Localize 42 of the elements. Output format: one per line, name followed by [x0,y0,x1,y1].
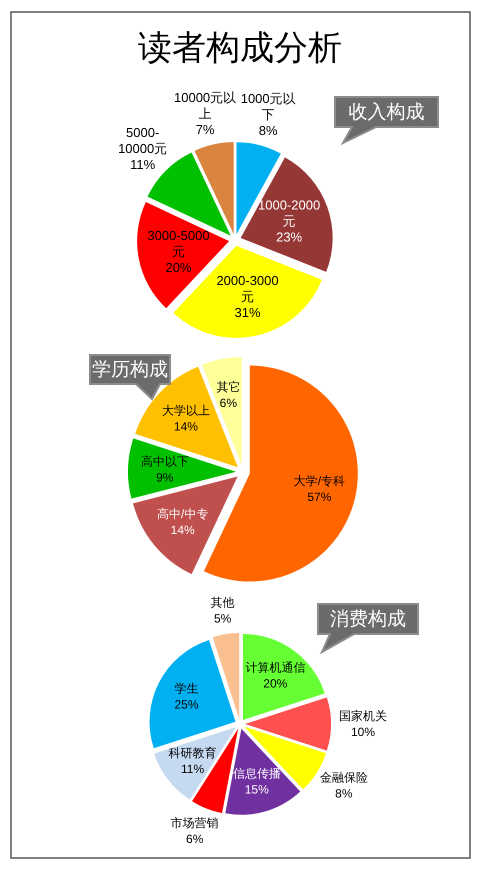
data-label: 6% [186,832,204,846]
data-label: 11% [130,156,156,172]
slice-label: 2000-3000元 [216,272,279,304]
data-label: 14% [174,419,198,434]
slice-label: 5000-10000元 [118,124,168,156]
data-label: 9% [156,470,174,485]
slice-label: 大学以上 [162,403,210,418]
slice-label: 科研教育 [168,746,217,760]
text: 消费构成 [330,608,406,630]
slice-label: 其他 [210,595,235,610]
data-label: 15% [244,782,270,797]
slice-label: 信息传播 [232,766,281,781]
slice-label: 1000-2000元 [258,197,320,228]
data-label: 14% [170,522,196,537]
data-label: 6% [220,396,238,410]
data-label: 5% [214,611,232,626]
text: 收入构成 [348,102,424,122]
slice-label: 其它 [216,380,240,394]
data-label: 20% [165,259,192,274]
data-label: 10% [350,725,376,739]
data-label: 7% [196,122,215,137]
data-label: 8% [258,122,278,138]
slice-label: 1000元以下 [240,90,296,122]
text: 读者构成分析 [138,29,342,67]
slice-label: 市场营销 [170,816,219,830]
slice-label: 国家机关 [339,709,387,723]
slice-label: 计算机通信 [245,660,306,674]
slice-label: 金融保险 [320,770,368,785]
data-label: 8% [335,786,353,801]
data-label: 11% [180,762,204,776]
data-label: 25% [174,698,199,712]
data-label: 23% [276,229,303,244]
slice-label: 3000-5000元 [147,227,210,258]
data-label: 57% [307,490,332,504]
slice-label: 大学/专科 [294,474,346,488]
slice-label: 学生 [174,682,199,696]
chart-title: 学历构成 [92,359,168,380]
slice-label: 10000元以上 [174,90,236,121]
data-label: 31% [234,304,261,320]
slice-label: 高中以下 [140,454,189,469]
data-label: 20% [263,676,288,690]
slice-label: 高中/中专 [157,506,208,521]
